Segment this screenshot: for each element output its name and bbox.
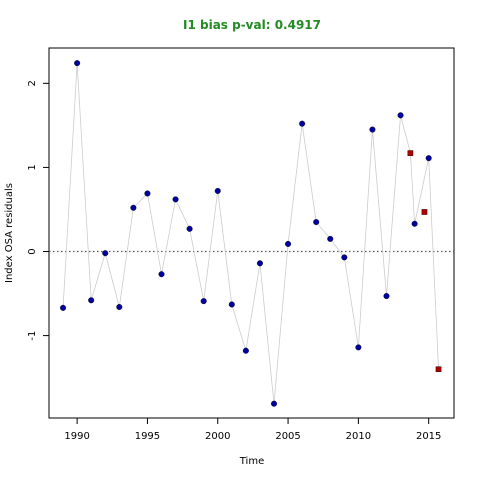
x-tick-label: 2000 — [205, 431, 230, 442]
y-tick-label: 1 — [27, 164, 38, 170]
residual-point — [341, 254, 348, 261]
x-tick-label: 2015 — [416, 431, 441, 442]
residual-point — [60, 304, 67, 311]
residual-point — [228, 301, 235, 308]
residual-point — [74, 60, 81, 67]
residual-point — [172, 196, 179, 203]
y-tick-label: 0 — [27, 248, 38, 254]
residual-point — [271, 400, 278, 407]
connector-lines — [62, 63, 439, 404]
chart-title: I1 bias p-val: 0.4917 — [183, 18, 321, 32]
x-axis-label: Time — [239, 456, 264, 467]
residual-point — [256, 260, 263, 267]
residual-point — [88, 297, 95, 304]
residual-point — [299, 120, 306, 127]
residual-point — [313, 219, 320, 226]
y-tick-label: -1 — [27, 331, 38, 341]
residual-point — [102, 250, 109, 257]
y-axis-label: Index OSA residuals — [4, 183, 15, 283]
residual-point — [158, 271, 165, 278]
residual-point-square — [407, 150, 414, 156]
residual-point — [327, 235, 334, 242]
residual-point — [285, 240, 292, 247]
x-tick-label: 2005 — [275, 431, 300, 442]
y-tick-label: 2 — [27, 80, 38, 86]
data-points — [60, 60, 442, 407]
residual-point — [397, 112, 404, 119]
residual-point-square — [435, 366, 442, 373]
x-axis: 1990 1995 2000 2005 2010 2015 — [64, 418, 441, 442]
y-axis: -1 0 1 2 — [27, 80, 49, 341]
residual-point — [383, 293, 390, 300]
residual-point — [130, 204, 137, 211]
residual-point — [242, 347, 249, 354]
residual-point — [425, 155, 432, 162]
residual-connector-line — [62, 63, 439, 404]
x-tick-label: 2010 — [346, 431, 371, 442]
residual-point — [144, 190, 151, 197]
residual-point — [355, 344, 362, 351]
plot-area-frame — [48, 47, 455, 419]
residual-point — [411, 220, 418, 227]
residual-point — [214, 187, 221, 194]
residual-point — [200, 298, 207, 305]
residual-point — [116, 304, 123, 311]
residual-point — [186, 225, 193, 232]
x-tick-label: 1990 — [64, 431, 89, 442]
residual-point-square — [421, 209, 428, 215]
x-tick-label: 1995 — [135, 431, 160, 442]
residual-point — [369, 126, 376, 133]
